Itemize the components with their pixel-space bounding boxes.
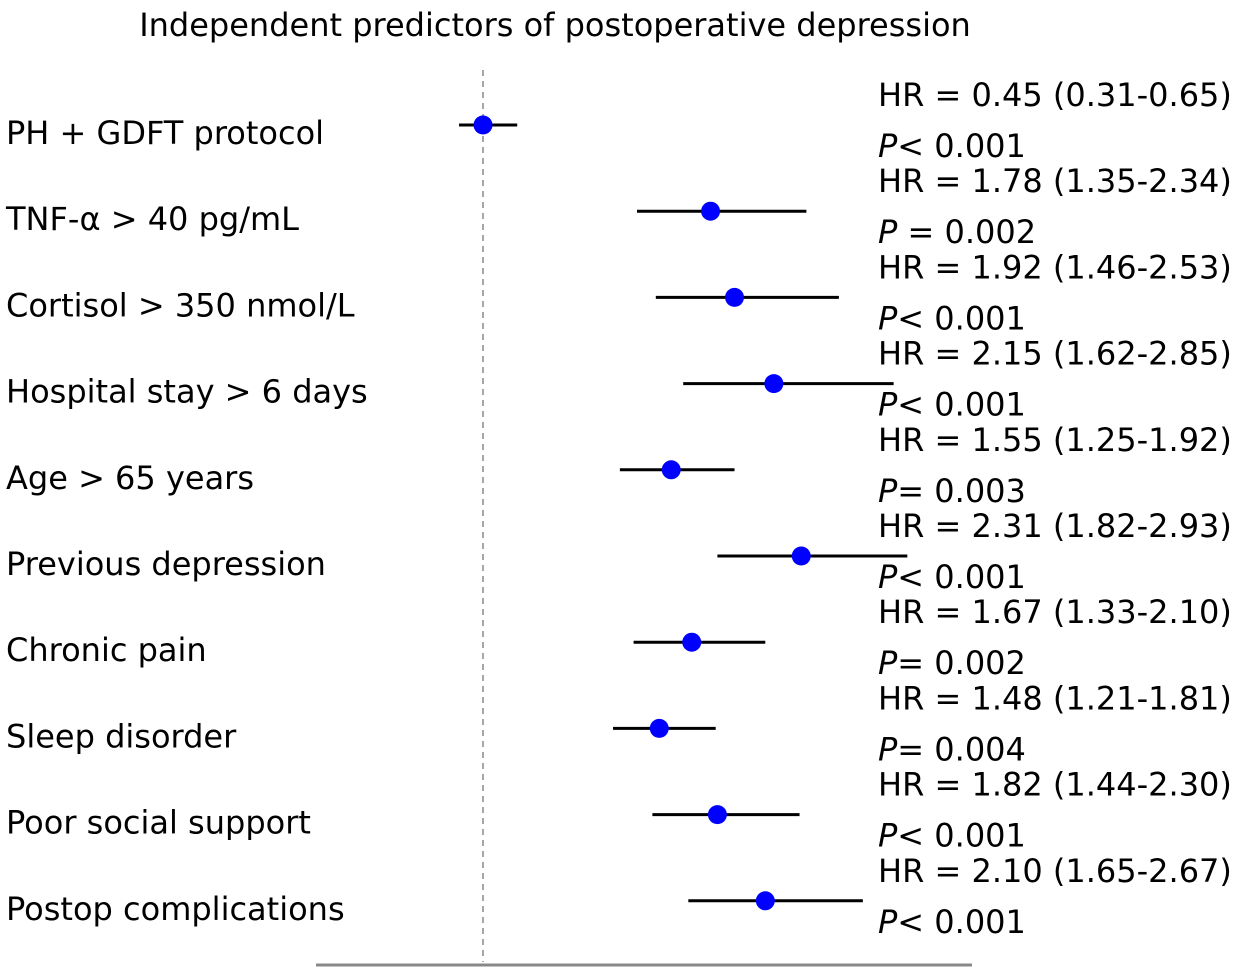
hr-text: HR = 1.92 (1.46-2.53) — [878, 248, 1232, 286]
p-value: < 0.001 — [897, 817, 1026, 855]
p-symbol: P — [878, 730, 898, 768]
p-value-text: P= 0.004 — [878, 730, 1026, 768]
hr-point — [707, 805, 727, 825]
p-value: = 0.004 — [897, 730, 1026, 768]
hr-text: HR = 0.45 (0.31-0.65) — [878, 76, 1232, 114]
row-label: Postop complications — [6, 890, 345, 928]
hr-point — [764, 374, 784, 394]
p-value-text: P= 0.003 — [878, 472, 1026, 510]
p-value: < 0.001 — [897, 127, 1026, 165]
p-symbol: P — [878, 299, 898, 337]
p-value: < 0.001 — [897, 558, 1026, 596]
row-label: TNF-α > 40 pg/mL — [5, 200, 299, 238]
p-value: < 0.001 — [897, 903, 1026, 941]
p-symbol: P — [878, 386, 898, 424]
hr-point — [473, 115, 493, 135]
p-value: < 0.001 — [897, 386, 1026, 424]
p-symbol: P — [878, 558, 898, 596]
row-label: Age > 65 years — [6, 459, 254, 497]
p-value-text: P< 0.001 — [878, 558, 1026, 596]
forest-rows: PH + GDFT protocol HR = 0.45 (0.31-0.65) P… — [5, 76, 1232, 941]
row-label: Previous depression — [6, 545, 326, 583]
p-value-text: P< 0.001 — [878, 817, 1026, 855]
p-value-text: P< 0.001 — [878, 299, 1026, 337]
p-value: < 0.001 — [897, 299, 1026, 337]
p-value: = 0.002 — [897, 213, 1036, 251]
p-value-text: P< 0.001 — [878, 127, 1026, 165]
p-value: = 0.003 — [897, 472, 1026, 510]
p-value: = 0.002 — [897, 644, 1026, 682]
p-value-text: P = 0.002 — [878, 213, 1036, 251]
hr-point — [661, 460, 681, 480]
hr-text: HR = 2.10 (1.65-2.67) — [878, 852, 1232, 890]
row-label: Sleep disorder — [6, 717, 237, 755]
hr-text: HR = 1.55 (1.25-1.92) — [878, 421, 1232, 459]
row-label: Hospital stay > 6 days — [6, 373, 368, 411]
hr-text: HR = 1.82 (1.44-2.30) — [878, 766, 1232, 804]
hr-point — [725, 287, 745, 307]
chart-title: Independent predictors of postoperative … — [139, 6, 971, 44]
hr-text: HR = 1.48 (1.21-1.81) — [878, 679, 1232, 717]
hr-point — [791, 546, 811, 566]
p-symbol: P — [878, 127, 898, 165]
p-value-text: P= 0.002 — [878, 644, 1026, 682]
p-symbol: P — [878, 644, 898, 682]
p-value-text: P< 0.001 — [878, 386, 1026, 424]
p-symbol: P — [878, 817, 898, 855]
hr-point — [755, 891, 775, 911]
hr-text: HR = 2.31 (1.82-2.93) — [878, 507, 1232, 545]
hr-point — [701, 201, 721, 221]
row-label: Poor social support — [6, 804, 311, 842]
row-label: PH + GDFT protocol — [6, 114, 324, 152]
p-symbol: P — [878, 213, 898, 251]
hr-text: HR = 2.15 (1.62-2.85) — [878, 335, 1232, 373]
hr-text: HR = 1.78 (1.35-2.34) — [878, 162, 1232, 200]
row-label: Cortisol > 350 nmol/L — [6, 286, 355, 324]
p-value-text: P< 0.001 — [878, 903, 1026, 941]
hr-text: HR = 1.67 (1.33-2.10) — [878, 593, 1232, 631]
hr-point — [649, 718, 669, 738]
row-label: Chronic pain — [6, 631, 207, 669]
hr-point — [682, 632, 702, 652]
p-symbol: P — [878, 472, 898, 510]
p-symbol: P — [878, 903, 898, 941]
